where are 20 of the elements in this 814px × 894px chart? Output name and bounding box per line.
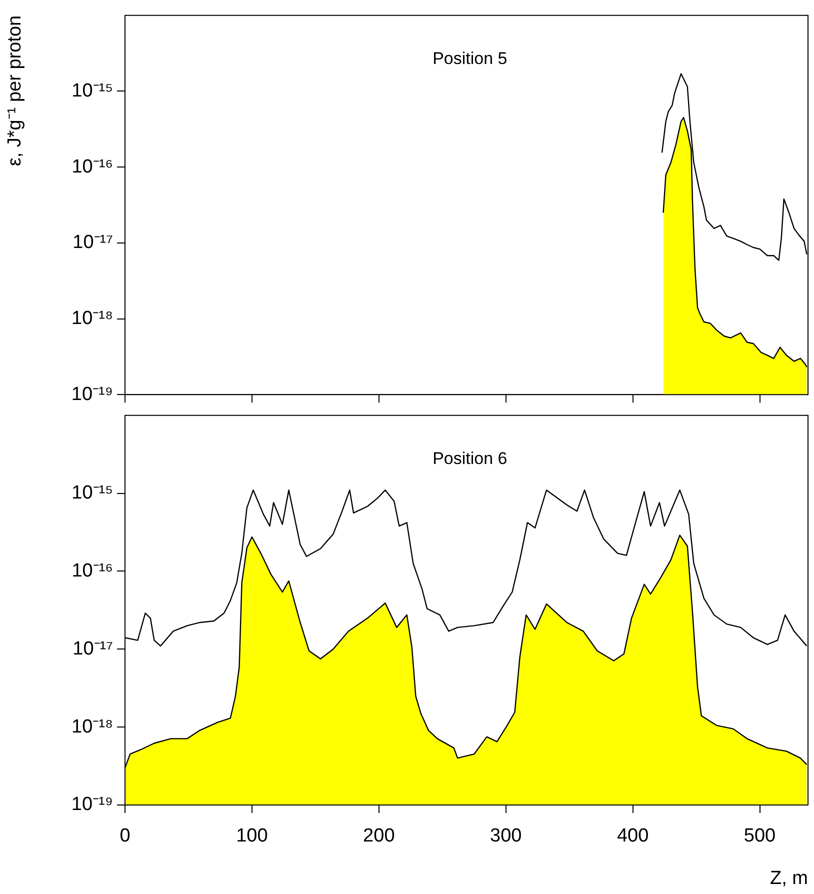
x-tick-label: 200	[363, 826, 395, 847]
y-tick-label: 10⁻¹⁸	[72, 716, 113, 738]
y-tick-label: 10⁻¹⁶	[72, 156, 113, 178]
x-tick-label: 400	[616, 826, 649, 847]
y-tick-label: 10⁻¹⁶	[72, 560, 113, 582]
y-tick-label: 10⁻¹⁷	[72, 638, 114, 660]
x-tick-label: 500	[744, 826, 776, 847]
x-axis-title: Z, m	[770, 868, 808, 889]
y-tick-label: 10⁻¹⁷	[72, 232, 114, 254]
text: Position 5	[432, 49, 508, 68]
text: Position 6	[432, 449, 508, 468]
y-tick-label: 10⁻¹⁸	[72, 308, 113, 329]
y-tick-label: 10⁻¹⁹	[71, 794, 113, 816]
x-tick-label: 0	[120, 826, 130, 847]
y-tick-label: 10⁻¹⁵	[72, 80, 113, 102]
y-tick-label: 10⁻¹⁵	[72, 482, 113, 504]
y-axis-title: ε, J*g⁻¹ per proton	[4, 15, 26, 166]
y-tick-label: 10⁻¹⁹	[71, 384, 113, 405]
x-tick-label: 100	[236, 826, 268, 847]
x-tick-label: 300	[490, 826, 522, 847]
